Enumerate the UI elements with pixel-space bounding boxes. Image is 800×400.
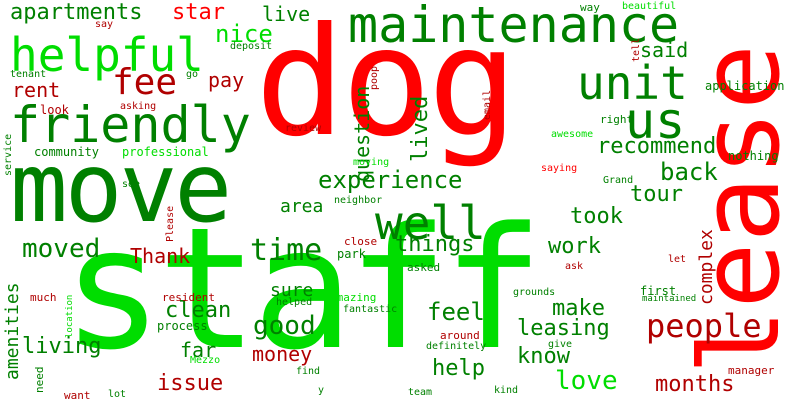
word-love: love xyxy=(555,366,618,396)
word-work: work xyxy=(548,234,601,259)
word-clean: clean xyxy=(165,298,232,323)
word-move: move xyxy=(10,132,232,244)
word-need: need xyxy=(33,366,46,394)
word-park: park xyxy=(337,247,366,261)
word-give: give xyxy=(548,339,573,350)
word-us: us xyxy=(625,92,686,150)
word-moving: moving xyxy=(353,157,390,168)
word-area: area xyxy=(280,196,324,217)
word-unit: unit xyxy=(577,56,688,110)
word-please: Please xyxy=(165,205,176,242)
word-poop: poop xyxy=(369,65,380,90)
word-grounds: grounds xyxy=(513,287,556,298)
word-tenant: tenant xyxy=(10,69,47,80)
word-asking: asking xyxy=(120,101,157,112)
word-money: money xyxy=(252,342,313,366)
word-process: process xyxy=(157,319,208,333)
word-apartments: apartments xyxy=(10,0,143,25)
word-staff: staff xyxy=(62,191,544,387)
word-sure: sure xyxy=(270,280,314,301)
word-application: application xyxy=(705,79,785,93)
word-far: far xyxy=(180,338,217,362)
word-review: review xyxy=(285,123,322,134)
word-look: look xyxy=(40,103,69,117)
word-first: first xyxy=(640,284,677,298)
word-around: around xyxy=(440,329,480,342)
word-maintenance: maintenance xyxy=(348,0,680,54)
word-beautiful: beautiful xyxy=(622,1,677,12)
word-dog: dog xyxy=(255,0,518,170)
word-right: right xyxy=(600,113,634,126)
word-maintained: maintained xyxy=(642,294,697,304)
word-say: say xyxy=(95,19,114,30)
word-helped: helped xyxy=(276,297,313,308)
word-location: location xyxy=(65,294,75,338)
word-help: help xyxy=(432,356,485,381)
word-pay: pay xyxy=(208,68,245,92)
word-living: living xyxy=(22,334,102,359)
word-fantastic: fantastic xyxy=(343,304,398,315)
word-lot: lot xyxy=(108,389,127,400)
word-manager: manager xyxy=(728,364,775,377)
word-rent: rent xyxy=(12,78,61,102)
word-kind: kind xyxy=(494,385,519,396)
word-live: live xyxy=(262,2,311,26)
word-way: way xyxy=(580,1,600,14)
word-team: team xyxy=(408,387,433,398)
word-know: know xyxy=(517,344,570,369)
word-y: y xyxy=(318,385,325,396)
word-took: took xyxy=(570,204,623,229)
word-service: service xyxy=(3,133,14,176)
word-helpful: helpful xyxy=(10,28,204,82)
word-issue: issue xyxy=(157,371,224,396)
word-moved: moved xyxy=(22,234,101,264)
word-lived: lived xyxy=(408,95,433,162)
word-fee: fee xyxy=(112,62,178,103)
word-feel: feel xyxy=(427,298,485,326)
word-nice: nice xyxy=(215,20,273,48)
word-make: make xyxy=(552,296,605,321)
word-well: well xyxy=(375,196,486,250)
word-grand: Grand xyxy=(603,175,634,186)
word-find: find xyxy=(296,366,321,377)
word-go: go xyxy=(186,69,199,80)
word-professional: professional xyxy=(122,145,209,159)
word-people: people xyxy=(646,307,762,345)
word-tell: tell xyxy=(631,37,642,62)
word-amenities: amenities xyxy=(2,282,23,380)
word-leasing: leasing xyxy=(517,316,610,341)
word-months: months xyxy=(655,372,735,397)
word-asked: asked xyxy=(407,261,441,274)
word-friendly: friendly xyxy=(10,96,251,154)
word-time: time xyxy=(250,233,323,268)
word-mezzo: Mezzo xyxy=(190,355,221,366)
word-amazing: amazing xyxy=(330,291,377,304)
word-neighbor: neighbor xyxy=(334,195,383,206)
word-close: close xyxy=(344,235,378,248)
word-recommend: recommend xyxy=(597,134,717,159)
word-thank: Thank xyxy=(130,244,191,268)
word-let: let xyxy=(668,254,687,265)
word-email: email xyxy=(482,89,493,120)
word-tour: tour xyxy=(630,182,683,207)
word-resident: resident xyxy=(162,291,215,304)
word-much: much xyxy=(30,291,57,304)
word-definitely: definitely xyxy=(426,341,487,352)
word-things: things xyxy=(395,232,475,257)
word-complex: complex xyxy=(696,229,717,305)
word-awesome: awesome xyxy=(551,129,594,140)
word-community: community xyxy=(34,145,100,159)
word-nothing: nothing xyxy=(728,149,779,163)
word-want: want xyxy=(64,389,91,400)
word-saying: saying xyxy=(541,163,578,174)
word-good: good xyxy=(253,311,316,341)
word-deposit: deposit xyxy=(230,41,273,52)
word-said: said xyxy=(640,38,689,62)
word-back: back xyxy=(660,158,718,186)
word-star: star xyxy=(172,0,225,25)
word-ask: ask xyxy=(565,261,584,272)
word-see: see xyxy=(122,179,141,190)
word-experience: experience xyxy=(318,166,463,194)
